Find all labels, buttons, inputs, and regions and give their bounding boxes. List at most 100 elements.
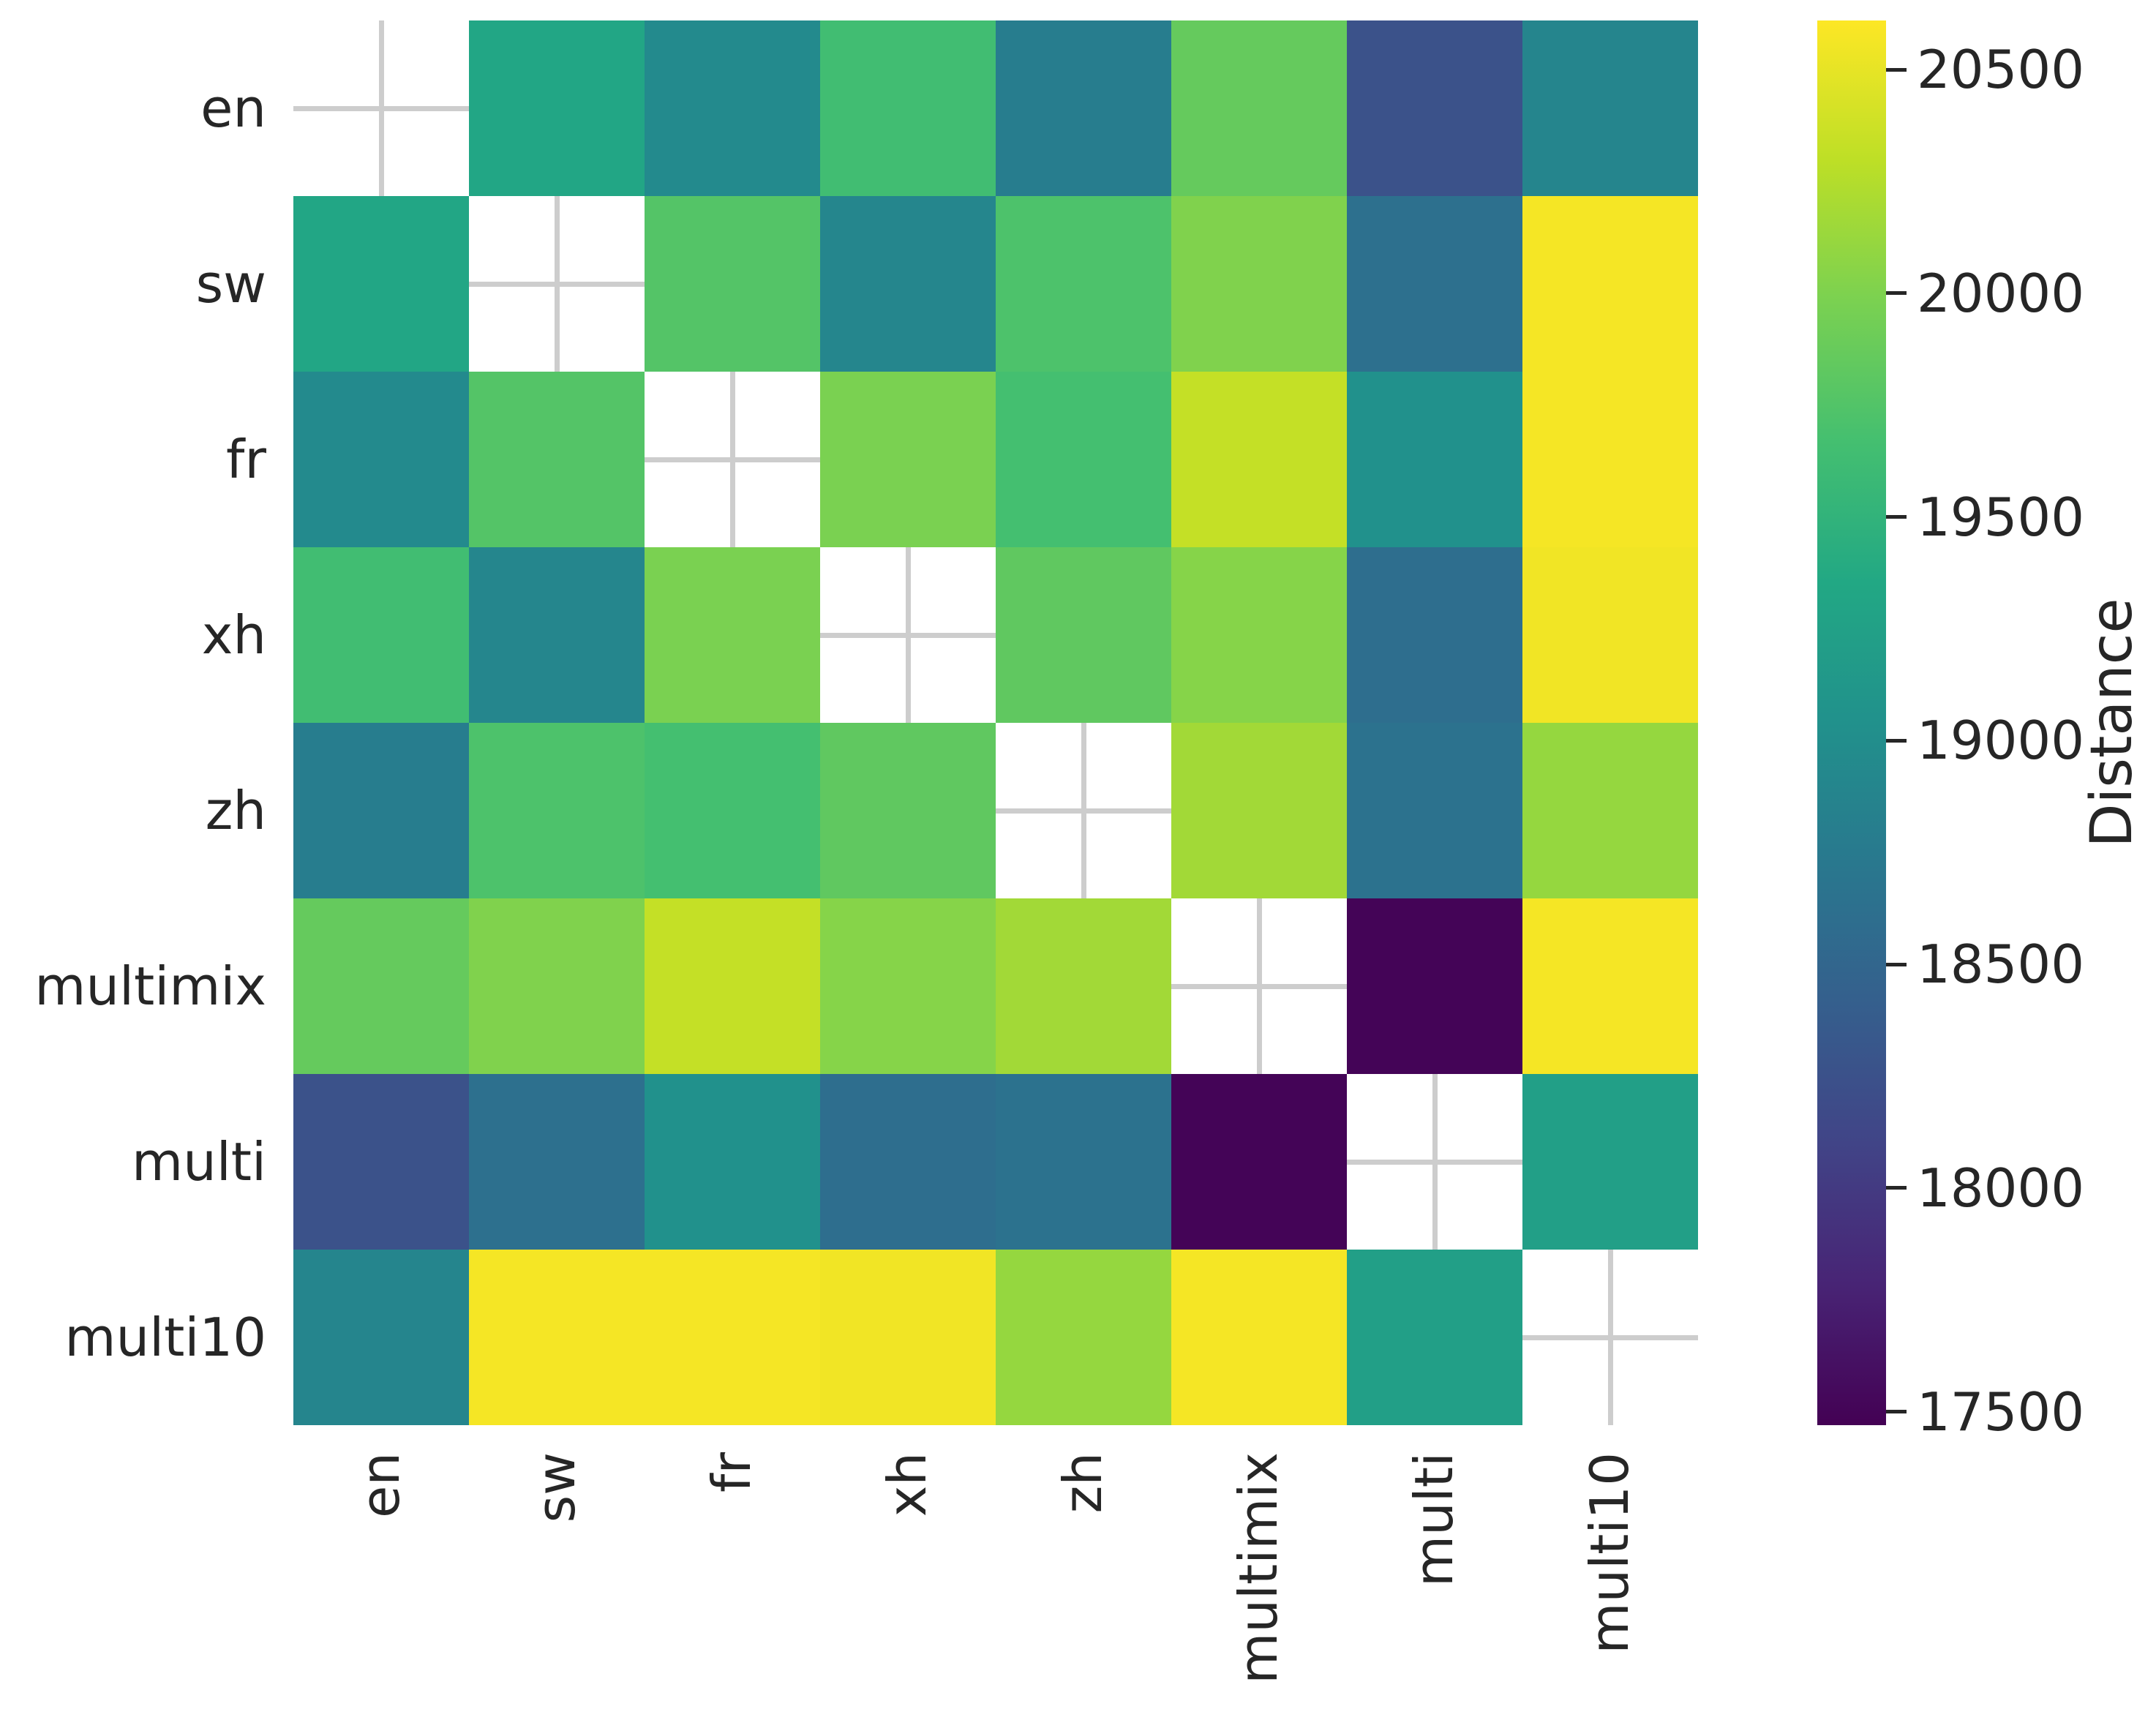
gridline <box>554 196 560 372</box>
heatmap-cell <box>1347 196 1522 372</box>
gridline <box>1432 1074 1438 1250</box>
heatmap-cell <box>469 1074 645 1250</box>
colorbar-tickmark <box>1886 515 1907 519</box>
y-tick-label: xh <box>201 604 266 666</box>
gridline <box>905 547 911 723</box>
heatmap-cell <box>1522 196 1698 372</box>
heatmap-cell-masked <box>1522 1250 1698 1425</box>
heatmap-cell <box>1171 723 1347 898</box>
y-tick-label: en <box>200 78 266 139</box>
heatmap-cell-masked <box>293 20 469 196</box>
heatmap-cell <box>645 723 820 898</box>
gridline <box>729 372 735 547</box>
heatmap-cell <box>645 20 820 196</box>
gridline <box>1256 898 1262 1074</box>
heatmap-cell <box>820 898 996 1074</box>
heatmap-cell <box>1171 372 1347 547</box>
x-tick-label: zh <box>1052 1452 1114 1514</box>
heatmap-cell <box>996 372 1171 547</box>
heatmap-cell <box>1347 898 1522 1074</box>
colorbar-tickmark <box>1886 67 1907 72</box>
heatmap-cell <box>996 1250 1171 1425</box>
colorbar-tick-label: 20500 <box>1917 39 2085 101</box>
colorbar-tickmark <box>1886 291 1907 296</box>
heatmap-cell <box>645 196 820 372</box>
heatmap-cell <box>469 20 645 196</box>
colorbar-tick-label: 18500 <box>1917 934 2085 996</box>
colorbar-tick-label: 20000 <box>1917 262 2085 324</box>
x-tick-label: fr <box>701 1452 763 1492</box>
heatmap-cell <box>293 372 469 547</box>
heatmap-cell <box>469 1250 645 1425</box>
colorbar-tickmark <box>1886 1410 1907 1414</box>
heatmap-cell <box>293 723 469 898</box>
heatmap-cell <box>1347 723 1522 898</box>
colorbar <box>1817 20 1886 1425</box>
heatmap-cell <box>820 372 996 547</box>
heatmap-cell <box>645 547 820 723</box>
heatmap-cell <box>820 1074 996 1250</box>
colorbar-tick-label: 17500 <box>1917 1381 2085 1443</box>
heatmap-cell <box>820 196 996 372</box>
heatmap-cell <box>293 1250 469 1425</box>
heatmap-cell-masked <box>1347 1074 1522 1250</box>
heatmap-cell <box>1171 547 1347 723</box>
x-tick-slot: en <box>293 1452 469 1684</box>
heatmap-cell <box>1171 20 1347 196</box>
heatmap-cell <box>1171 196 1347 372</box>
y-tick-label: multimix <box>34 955 266 1017</box>
heatmap-cell <box>293 547 469 723</box>
heatmap-cell <box>996 898 1171 1074</box>
colorbar-tick-label: 19000 <box>1917 710 2085 772</box>
y-tick-label: multi10 <box>64 1307 266 1368</box>
gridline <box>1081 723 1086 898</box>
x-tick-label: multi <box>1403 1452 1465 1588</box>
heatmap-cell <box>996 196 1171 372</box>
colorbar-tick-label: 19500 <box>1917 486 2085 548</box>
heatmap-cell <box>469 723 645 898</box>
y-tick-label: zh <box>205 780 266 841</box>
heatmap-cell <box>1347 372 1522 547</box>
heatmap-cell <box>1347 1250 1522 1425</box>
heatmap-cell <box>1347 547 1522 723</box>
heatmap-cell <box>469 898 645 1074</box>
heatmap-cell <box>1522 1074 1698 1250</box>
heatmap-cell <box>820 20 996 196</box>
heatmap-cell <box>645 898 820 1074</box>
x-tick-label: multimix <box>1228 1452 1290 1684</box>
x-tick-label: multi10 <box>1579 1452 1641 1654</box>
x-tick-label: en <box>350 1452 412 1518</box>
heatmap-cell <box>1171 1250 1347 1425</box>
heatmap-cell-masked <box>645 372 820 547</box>
colorbar-axis-label: Distance <box>2079 598 2145 848</box>
heatmap-cell <box>1522 898 1698 1074</box>
colorbar-tickmark <box>1886 738 1907 743</box>
x-tick-slot: sw <box>469 1452 645 1684</box>
x-tick-label: sw <box>525 1452 587 1523</box>
heatmap-cell <box>820 723 996 898</box>
colorbar-tickmark <box>1886 962 1907 966</box>
x-tick-slot: xh <box>820 1452 996 1684</box>
heatmap-cell <box>1347 20 1522 196</box>
heatmap-cell <box>1522 547 1698 723</box>
heatmap-cell <box>996 20 1171 196</box>
heatmap-cell-masked <box>996 723 1171 898</box>
heatmap-cell-masked <box>1171 898 1347 1074</box>
y-tick-label: sw <box>195 253 266 315</box>
heatmap-cell <box>645 1250 820 1425</box>
heatmap-cell <box>293 196 469 372</box>
heatmap-cell <box>469 372 645 547</box>
x-tick-slot: multi10 <box>1522 1452 1698 1684</box>
x-tick-label: xh <box>876 1452 939 1517</box>
heatmap-cell <box>293 898 469 1074</box>
heatmap-cell <box>293 1074 469 1250</box>
y-tick-label: multi <box>131 1131 266 1193</box>
colorbar-tickmark <box>1886 1186 1907 1190</box>
heatmap-cell <box>1522 372 1698 547</box>
x-tick-slot: multimix <box>1171 1452 1347 1684</box>
heatmap-cell <box>469 547 645 723</box>
heatmap-grid <box>293 20 1698 1425</box>
heatmap-cell-masked <box>820 547 996 723</box>
y-axis-labels: en sw fr xh zh multimix multi multi10 <box>0 20 266 1425</box>
